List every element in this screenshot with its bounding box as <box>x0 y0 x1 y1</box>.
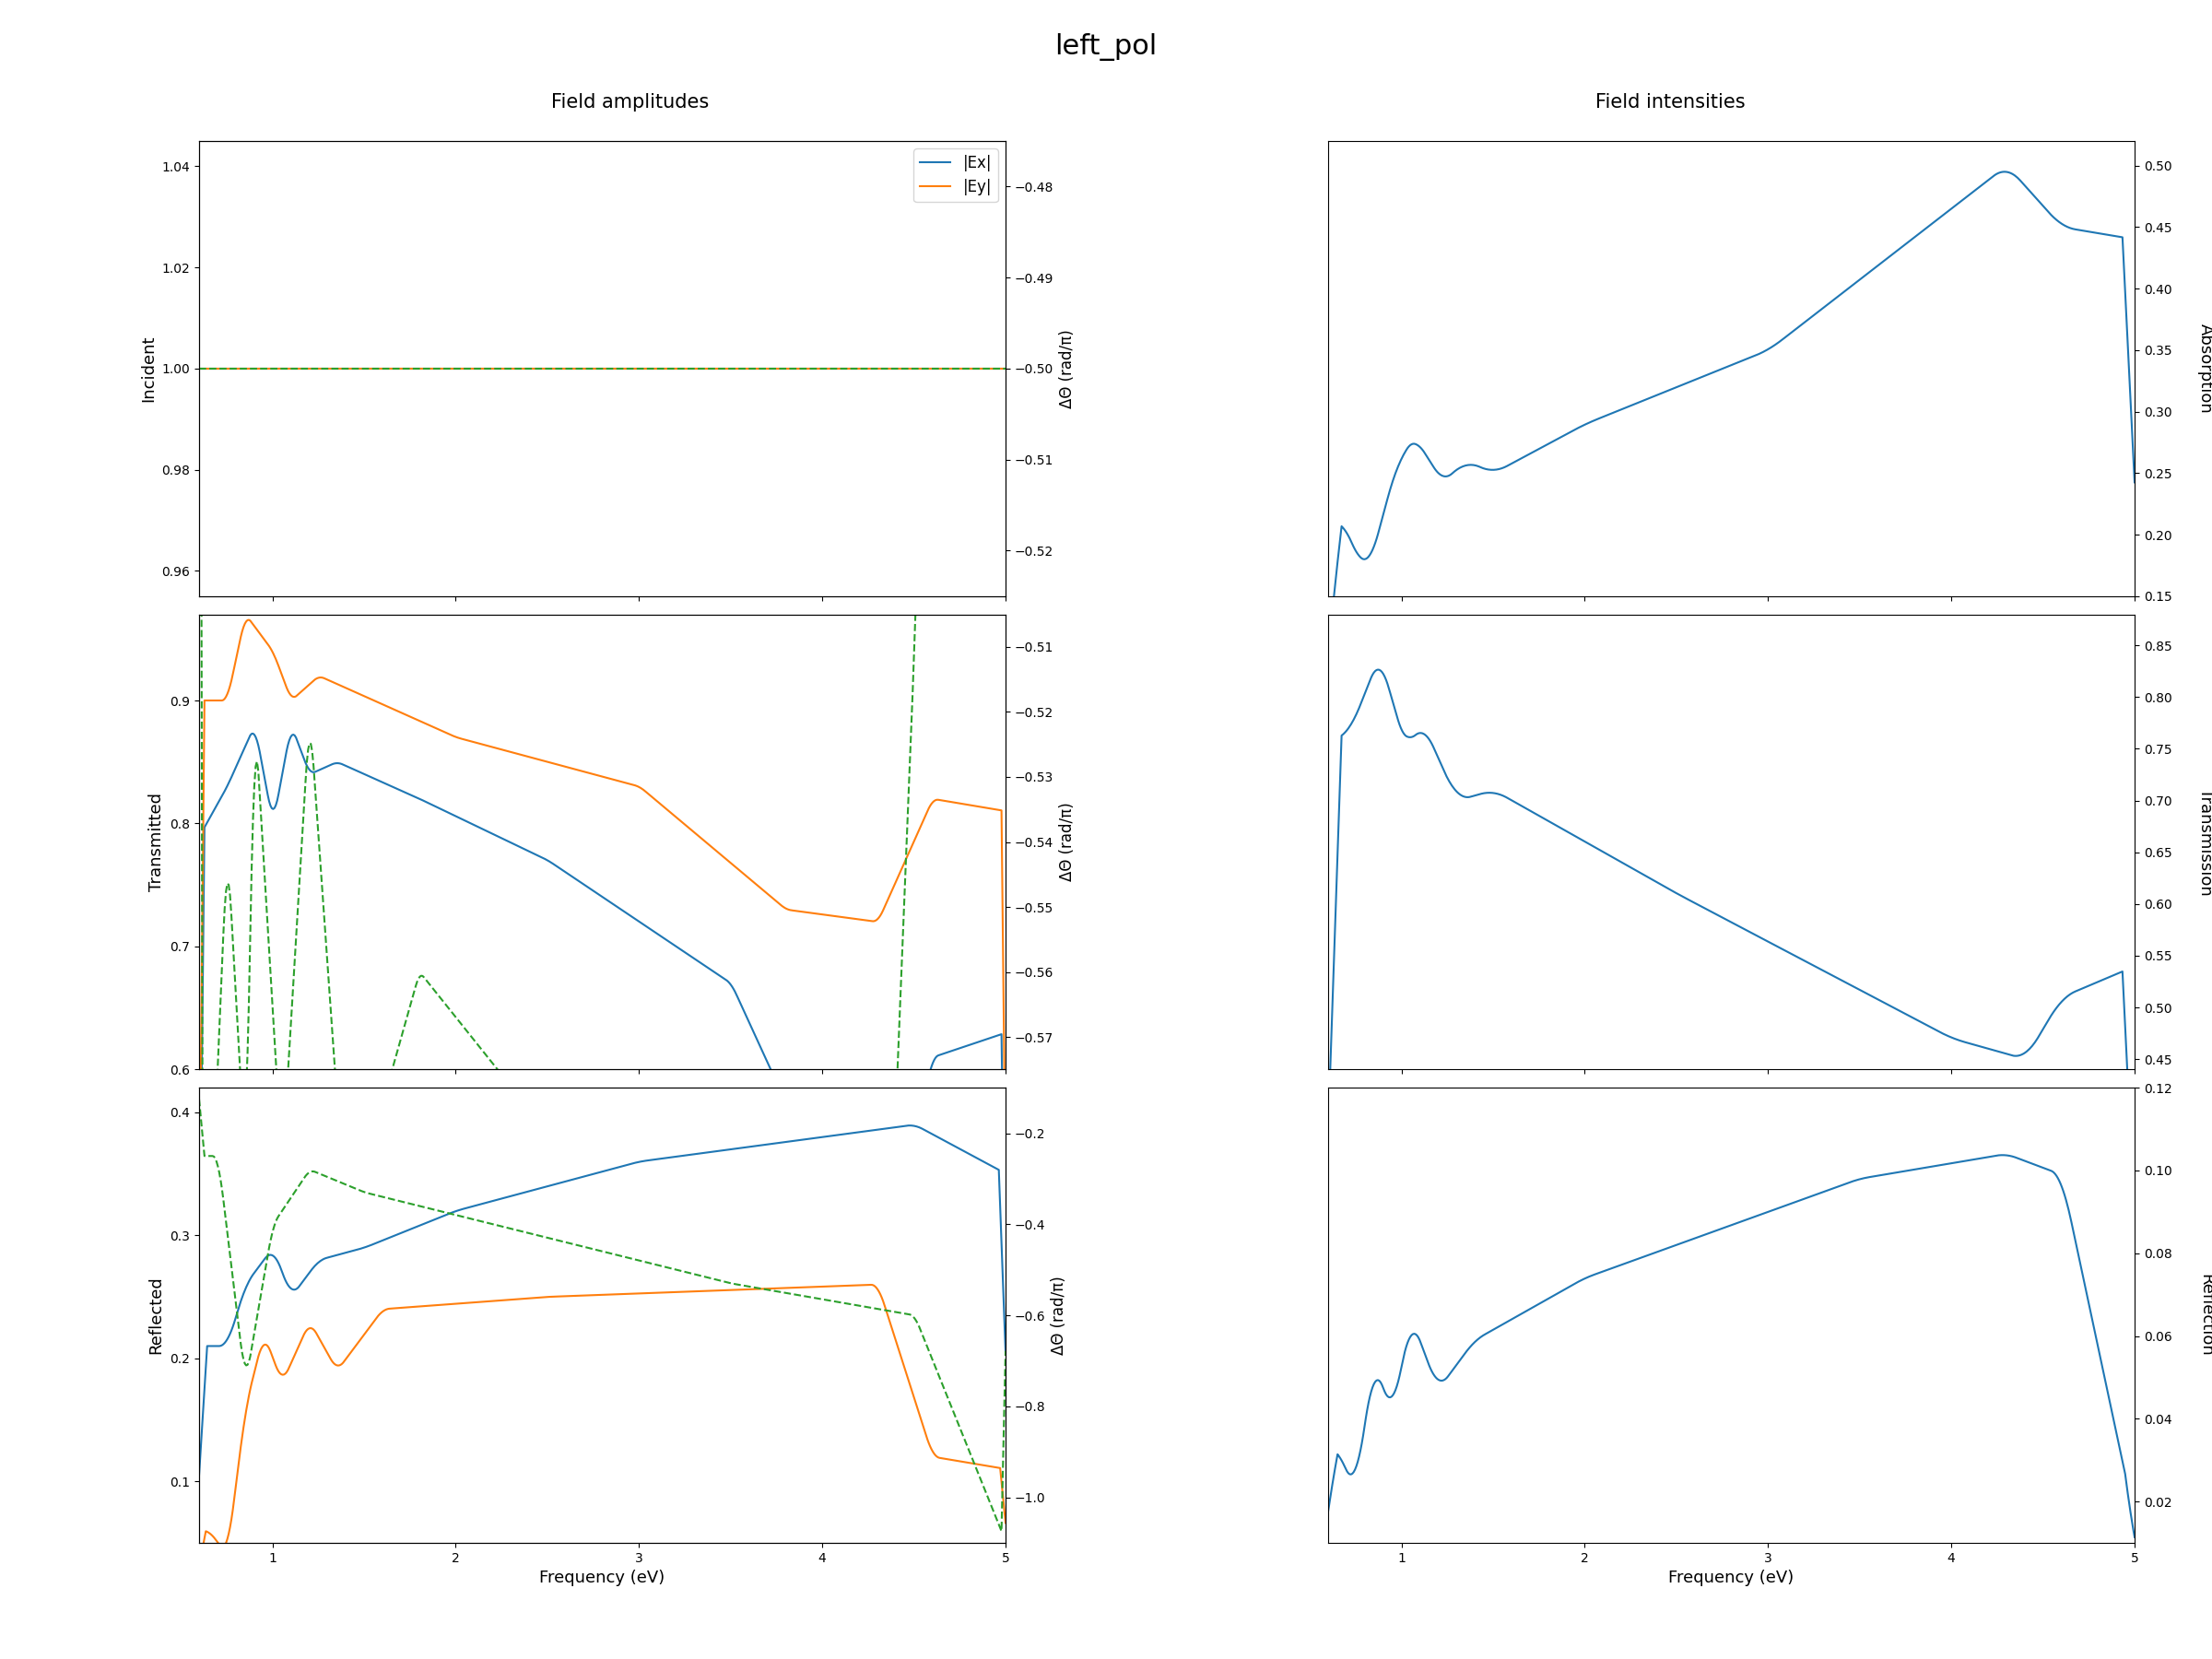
|Ey| <box>551 358 577 378</box>
|Ex| <box>394 358 420 378</box>
|Ey| <box>330 358 356 378</box>
|Ex| <box>794 358 821 378</box>
X-axis label: Frequency (eV): Frequency (eV) <box>1668 1569 1794 1586</box>
Y-axis label: Transmission: Transmission <box>2197 788 2212 896</box>
Y-axis label: Reflected: Reflected <box>148 1276 164 1354</box>
|Ex| <box>551 358 577 378</box>
|Ex| <box>993 358 1020 378</box>
Legend: |Ex|, |Ey|: |Ex|, |Ey| <box>914 149 998 202</box>
Y-axis label: ΔΘ (rad/π): ΔΘ (rad/π) <box>1051 1276 1066 1355</box>
Y-axis label: Absorption: Absorption <box>2197 324 2212 413</box>
|Ey| <box>723 358 750 378</box>
Y-axis label: Reflection: Reflection <box>2197 1274 2212 1357</box>
Text: Field intensities: Field intensities <box>1595 93 1745 111</box>
|Ey| <box>186 358 212 378</box>
|Ex| <box>723 358 750 378</box>
Text: Field amplitudes: Field amplitudes <box>551 93 710 111</box>
|Ex| <box>661 358 688 378</box>
|Ey| <box>661 358 688 378</box>
X-axis label: Frequency (eV): Frequency (eV) <box>540 1569 666 1586</box>
Y-axis label: ΔΘ (rad/π): ΔΘ (rad/π) <box>1060 328 1075 408</box>
|Ey| <box>993 358 1020 378</box>
|Ey| <box>794 358 821 378</box>
|Ex| <box>186 358 212 378</box>
|Ex| <box>330 358 356 378</box>
Y-axis label: ΔΘ (rad/π): ΔΘ (rad/π) <box>1060 803 1075 881</box>
Y-axis label: Incident: Incident <box>139 335 157 401</box>
Text: left_pol: left_pol <box>1055 33 1157 61</box>
Y-axis label: Transmitted: Transmitted <box>148 793 164 891</box>
|Ey| <box>394 358 420 378</box>
